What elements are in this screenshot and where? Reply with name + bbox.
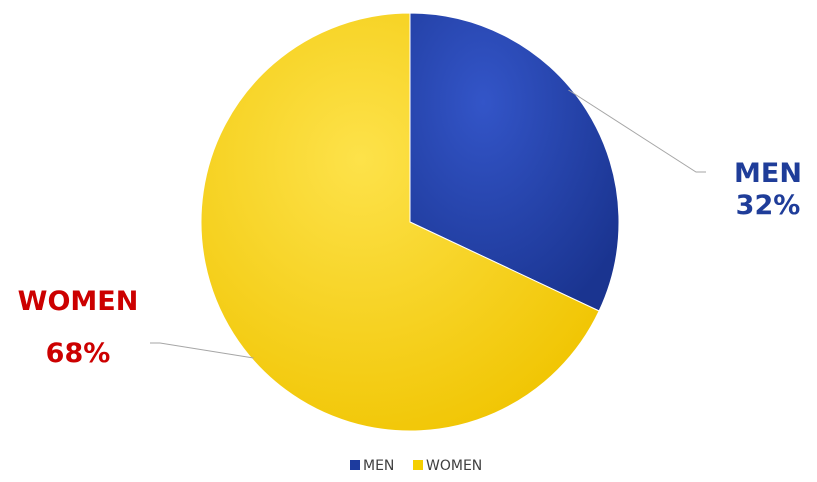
legend-label-women: WOMEN [426, 458, 482, 474]
leader-lines [150, 89, 706, 359]
legend-item-men: MEN [350, 458, 394, 474]
leader-line-men [568, 89, 706, 173]
leader-line-women [150, 342, 254, 359]
legend-swatch-women [413, 460, 423, 470]
pie-slice-women [200, 12, 600, 432]
slice-label-women-name: WOMEN [18, 286, 139, 317]
legend-item-women: WOMEN [413, 458, 482, 474]
pie-slices [200, 12, 620, 432]
slice-label-men-name: MEN [734, 158, 802, 189]
pie-slice-men [409, 12, 620, 312]
slice-label-women-value: 68% [46, 338, 111, 369]
slice-label-men-value: 32% [736, 190, 801, 221]
legend-swatch-men [350, 460, 360, 470]
legend: MEN WOMEN [350, 458, 482, 474]
legend-label-men: MEN [363, 458, 394, 474]
